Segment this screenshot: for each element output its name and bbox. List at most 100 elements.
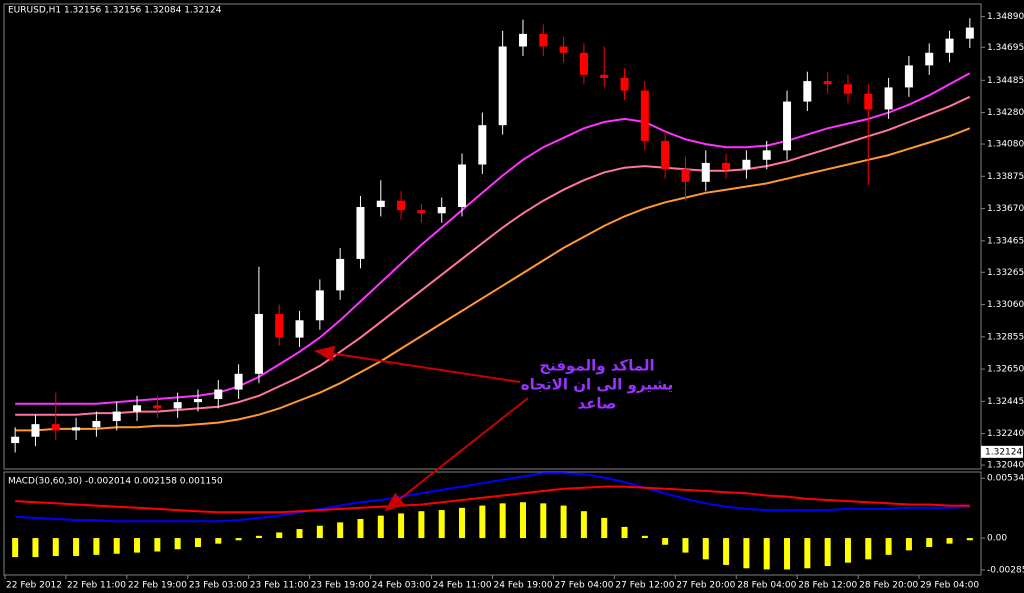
arrow bbox=[384, 397, 529, 512]
histogram-bar bbox=[844, 538, 851, 563]
candle-body bbox=[539, 33, 548, 47]
histogram-bar bbox=[337, 522, 344, 539]
candle-body bbox=[661, 140, 670, 170]
candle-body bbox=[51, 424, 60, 431]
x-tick-label: 27 Feb 20:00 bbox=[676, 581, 735, 591]
y-tick-label: 1.32040 bbox=[987, 461, 1024, 471]
candle-body bbox=[458, 164, 467, 207]
histogram-bar bbox=[784, 538, 791, 570]
y-tick-label: 1.33060 bbox=[987, 300, 1024, 310]
arrow bbox=[314, 345, 521, 383]
candle-body bbox=[275, 314, 284, 338]
x-tick-label: 22 Feb 19:00 bbox=[128, 581, 187, 591]
histogram-bar bbox=[702, 538, 709, 560]
candle-body bbox=[478, 125, 487, 165]
histogram-bar bbox=[215, 538, 222, 544]
candle-body bbox=[823, 81, 832, 85]
candle-body bbox=[518, 33, 527, 47]
x-tick-label: 27 Feb 04:00 bbox=[554, 581, 613, 591]
histogram-bar bbox=[134, 538, 141, 553]
candle-body bbox=[701, 162, 710, 182]
histogram-bar bbox=[540, 503, 547, 539]
candle-body bbox=[681, 169, 690, 182]
histogram-bar bbox=[519, 502, 526, 539]
histogram-bar bbox=[763, 538, 770, 570]
current-price-box bbox=[981, 445, 1023, 458]
y-tick-label: 1.33265 bbox=[987, 268, 1024, 278]
histogram-bar bbox=[174, 538, 181, 550]
histogram-bar bbox=[743, 538, 750, 569]
candle-body bbox=[945, 38, 954, 53]
candle-body bbox=[783, 101, 792, 151]
candle-body bbox=[11, 436, 20, 444]
histogram-bar bbox=[621, 526, 628, 539]
y-tick-label: 1.33465 bbox=[987, 236, 1024, 246]
x-tick-label: 27 Feb 12:00 bbox=[615, 581, 674, 591]
indicator-line bbox=[15, 95, 971, 416]
x-tick-label: 23 Feb 03:00 bbox=[189, 581, 248, 591]
histogram-bar bbox=[296, 529, 303, 539]
histogram-bar bbox=[418, 511, 425, 539]
y-tick-label: 1.34695 bbox=[987, 43, 1024, 53]
y-tick-label: 0.005343 bbox=[987, 474, 1024, 484]
candle-body bbox=[234, 373, 243, 390]
candle-body bbox=[336, 258, 345, 291]
current-price: 1.32124 bbox=[985, 447, 1022, 457]
x-tick-label: 28 Feb 12:00 bbox=[798, 581, 857, 591]
candle-body bbox=[417, 210, 426, 214]
candle-body bbox=[600, 74, 609, 78]
candle-body bbox=[376, 200, 385, 207]
candle-body bbox=[397, 200, 406, 211]
y-tick-label: 1.34890 bbox=[987, 12, 1024, 22]
x-tick-label: 23 Feb 19:00 bbox=[311, 581, 370, 591]
histogram-bar bbox=[113, 538, 120, 554]
y-tick-label: 1.32855 bbox=[987, 332, 1024, 342]
histogram-bar bbox=[438, 510, 445, 539]
candle-body bbox=[559, 46, 568, 53]
histogram-bar bbox=[966, 538, 973, 541]
x-tick-label: 22 Feb 11:00 bbox=[67, 581, 126, 591]
histogram-bar bbox=[154, 538, 161, 552]
y-tick-label: 1.33670 bbox=[987, 204, 1024, 214]
histogram-bar bbox=[560, 505, 567, 539]
histogram-bar bbox=[479, 505, 486, 539]
y-tick-label: 1.34280 bbox=[987, 108, 1024, 118]
histogram-bar bbox=[12, 538, 19, 558]
candle-body bbox=[295, 320, 304, 338]
indicator-line bbox=[15, 127, 971, 432]
histogram-bar bbox=[52, 538, 59, 556]
candle-body bbox=[356, 206, 365, 259]
candle-body bbox=[762, 150, 771, 160]
histogram-bar bbox=[723, 538, 730, 565]
histogram-bar bbox=[946, 538, 953, 544]
candle-body bbox=[92, 421, 101, 428]
candle-body bbox=[925, 52, 934, 66]
histogram-bar bbox=[824, 538, 831, 567]
histogram-bar bbox=[926, 538, 933, 548]
y-tick-label: -0.00285 bbox=[987, 565, 1024, 575]
candle-body bbox=[803, 81, 812, 102]
candle-body bbox=[31, 424, 40, 437]
histogram-bar bbox=[885, 538, 892, 555]
histogram-bar bbox=[499, 503, 506, 539]
histogram-bar bbox=[804, 538, 811, 569]
histogram-bar bbox=[601, 517, 608, 539]
y-tick-label: 1.34080 bbox=[987, 140, 1024, 150]
y-tick-label: 0.00 bbox=[987, 534, 1007, 544]
x-tick-label: 23 Feb 11:00 bbox=[250, 581, 309, 591]
candle-body bbox=[843, 84, 852, 94]
x-tick-label: 24 Feb 19:00 bbox=[494, 581, 553, 591]
candle-body bbox=[620, 77, 629, 91]
annotation-text: صاعد bbox=[577, 395, 616, 413]
candle-body bbox=[722, 162, 731, 170]
histogram-bar bbox=[459, 507, 466, 539]
candle-body bbox=[742, 159, 751, 170]
candle-body bbox=[254, 314, 263, 374]
x-tick-label: 24 Feb 03:00 bbox=[372, 581, 431, 591]
candle-body bbox=[214, 389, 223, 399]
histogram-bar bbox=[905, 538, 912, 551]
candle-body bbox=[133, 405, 142, 412]
y-tick-label: 1.32240 bbox=[987, 429, 1024, 439]
candle-body bbox=[579, 52, 588, 75]
